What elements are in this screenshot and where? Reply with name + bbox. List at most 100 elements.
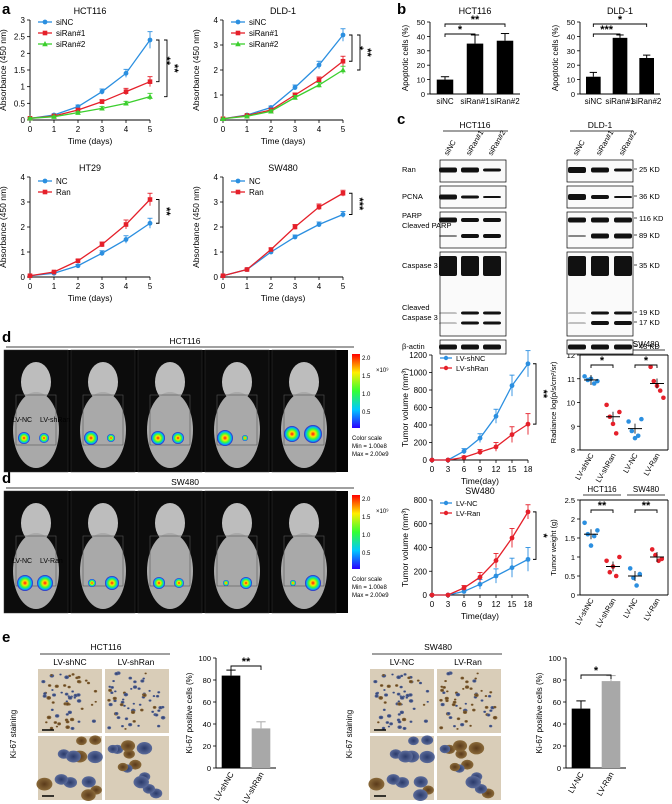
ihc-right-nucleus-0-54 — [418, 681, 423, 685]
ihc-left-nucleus-1-33 — [113, 690, 117, 693]
a4-ytick-label-3: 3 — [214, 198, 219, 207]
ihc-left-nucleus-1-57 — [119, 703, 124, 707]
ihc-left-nucleus-1-9 — [161, 705, 165, 709]
a1-ytick-label-0: 0 — [21, 116, 26, 125]
ihc-left-nucleus-0-15 — [93, 689, 98, 693]
a2-series-2-point-3 — [292, 94, 298, 100]
ihc-left-nucleus-2-6 — [89, 735, 102, 745]
ihc-left-nucleus-1-54 — [114, 672, 119, 676]
a4-legend-marker-0 — [235, 178, 241, 184]
mice2-scale-tick-3: 0.5 — [362, 551, 371, 557]
ihc-right-nucleus-0-36 — [412, 707, 416, 711]
ihc-left-nucleus-0-27 — [77, 720, 81, 723]
ihc-left-nucleus-0-42 — [65, 725, 70, 729]
ihc-left-nucleus-1-17 — [152, 705, 157, 709]
mice1-scale-text-2: Max = 2.00e9 — [352, 452, 389, 458]
ihc-left-nucleus-0-43 — [67, 710, 73, 715]
a1-legend-marker-2 — [42, 41, 48, 47]
ihc-right-nucleus-0-21 — [384, 693, 389, 697]
ihc-left-nucleus-0-48 — [43, 692, 47, 696]
ihc-right-nucleus-0-56 — [399, 685, 403, 689]
ihc-left-nucleus-1-8 — [123, 704, 126, 707]
wb-kd-label-0: 25 KD — [639, 165, 660, 174]
ihc-left-nucleus-0-21 — [52, 693, 57, 697]
ihc-left-nucleus-0-29 — [69, 717, 75, 722]
d1v-legend-marker-1 — [443, 365, 449, 371]
wb-lane-label-0-2: siRan#2 — [486, 129, 508, 157]
d1v-series-1-point-3 — [477, 449, 483, 455]
ihc-right-nucleus-1-53 — [474, 693, 479, 697]
panel-letter-d2: d — [2, 470, 11, 487]
ihc-right-nucleus-1-32 — [444, 679, 447, 683]
ihc-right-nucleus-1-50 — [460, 676, 465, 680]
a1-xtick-label-5: 5 — [148, 125, 153, 134]
ihc-right-nucleus-1-9 — [493, 705, 497, 709]
d2v-series-1-point-5 — [509, 535, 515, 541]
ihc-left-nucleus-0-50 — [51, 701, 55, 704]
mice2-mouse-head-3 — [222, 503, 252, 543]
wb-band-0-0-2 — [483, 168, 501, 172]
d1v-sig-0 — [533, 363, 537, 425]
wb-band-7-0-0 — [439, 344, 457, 350]
ihc-left-nucleus-0-20 — [71, 673, 75, 676]
d2v-ytick-label-2: 400 — [414, 544, 428, 553]
a1-legend: siNC siRan#1 siRan#2 — [38, 18, 86, 49]
wb-group-label-hct116: HCT116 — [459, 120, 490, 130]
a1-series-0-point-5 — [147, 37, 153, 43]
wb-box-hct-parp — [439, 211, 507, 249]
wb-row-label-6: Caspase 3 — [402, 313, 438, 322]
d2v-ylabel: Tumor volume (mm³) — [400, 508, 410, 587]
ihc-left-nucleus-1-47 — [155, 694, 160, 698]
ihc-right-col-1: LV-NC — [390, 657, 414, 667]
ihc-left-nucleus-1-40 — [112, 696, 117, 701]
ihc-left-nucleus-1-34 — [124, 717, 129, 721]
ihc-right-nucleus-1-49 — [459, 707, 462, 710]
ihc-left-nucleus-1-45 — [160, 715, 166, 720]
e2-ytick-label-2: 40 — [553, 720, 561, 729]
mice1-signal-0-1 — [39, 433, 49, 443]
d2v-ytick-label-3: 600 — [414, 520, 428, 529]
ihc-left-nucleus-1-19 — [120, 700, 125, 704]
ihc-left-col-1: LV-shNC — [53, 657, 86, 667]
wb-row-label-7: β-actin — [402, 342, 425, 351]
d1s-ylabel: Radiance log(p/s/cm²/sr) — [549, 361, 558, 443]
ihc-left-nucleus-1-21 — [107, 698, 111, 702]
ihc-left-nucleus-3-11 — [133, 775, 149, 789]
e1-bar-1 — [251, 728, 271, 768]
wb-lane-label-1-1: siRan#1 — [594, 129, 616, 157]
a3-xtick-label-1: 1 — [52, 282, 57, 291]
ihc-left-nucleus-0-41 — [76, 699, 82, 703]
ihc-right-nucleus-1-46 — [455, 692, 461, 697]
d1v-series-1-point-1 — [445, 457, 451, 463]
d2v-xtick-label-6: 18 — [524, 600, 533, 609]
mice1-mouse-body-1 — [80, 392, 126, 468]
ihc-right-nucleus-1-26 — [440, 688, 445, 692]
mice1-roi-3 — [216, 394, 258, 446]
d2s-ytick-label-2: 1 — [571, 553, 575, 562]
a2-series-2-point-5 — [340, 67, 346, 73]
wb-band-7-0-1 — [461, 344, 479, 350]
d2v-xtick-label-4: 12 — [492, 600, 501, 609]
wb-band-6-0-2 — [483, 321, 501, 325]
wb-band-6-0-1 — [461, 321, 479, 325]
mice1-mouse-head-4 — [289, 362, 319, 402]
mice2-signal-3-1 — [240, 577, 252, 589]
ihc-left-nucleus-1-42 — [148, 689, 151, 692]
a3-xlabel: Time (days) — [68, 293, 113, 303]
mice2-roi-2 — [149, 535, 191, 587]
b2-sig-0 — [592, 33, 621, 37]
ihc-left-tile-0 — [38, 669, 102, 733]
a4-ytick-label-2: 2 — [214, 223, 219, 232]
a4-legend: NC Ran — [231, 177, 264, 197]
a1-ytick-label-5: 2.5 — [14, 33, 26, 42]
ihc-left-nucleus-1-59 — [108, 702, 113, 707]
d1s-point-3-0 — [648, 364, 653, 370]
a4-ytick-label-4: 4 — [214, 173, 219, 182]
d1s-point-3-3 — [657, 388, 663, 393]
b2-ytick-label-0: 0 — [571, 90, 575, 99]
ihc-right-nucleus-1-52 — [452, 724, 456, 728]
mice1-signal-0-0 — [18, 432, 30, 444]
mice2-color-scale — [352, 495, 360, 569]
b2-ytick-label-1: 10 — [567, 76, 575, 85]
wb-band-2-1-0 — [568, 217, 586, 223]
